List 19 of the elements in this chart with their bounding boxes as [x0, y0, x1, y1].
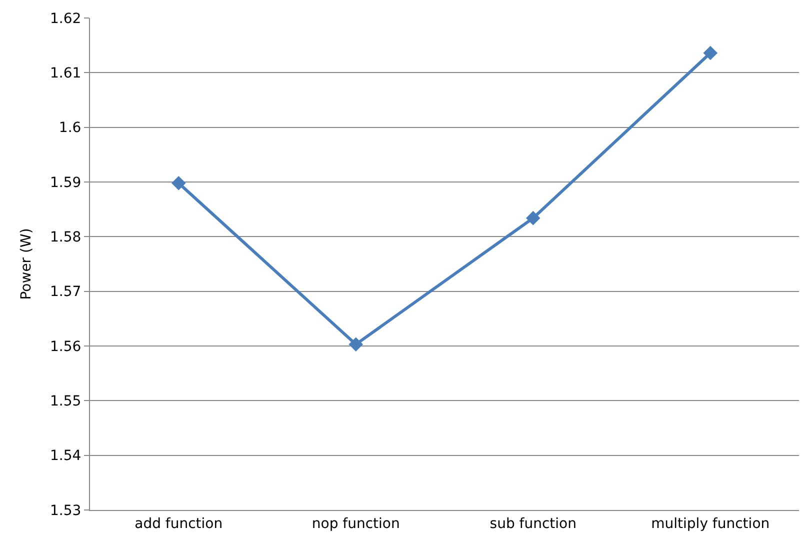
y-tick-label: 1.56: [50, 338, 82, 355]
y-tick-label: 1.6: [58, 120, 82, 136]
x-tick-label: add function: [134, 516, 223, 532]
point: [348, 337, 364, 352]
x-tick-label: nop function: [312, 516, 400, 532]
y-tick-label: 1.54: [50, 448, 82, 464]
point: [171, 176, 186, 190]
y-tick-label: 1.57: [50, 284, 82, 300]
y-tick-label: 1.53: [50, 502, 82, 519]
x-tick-label: multiply function: [651, 516, 770, 532]
y-tick-label: 1.59: [50, 174, 82, 191]
y-axis-title: Power (W): [18, 228, 35, 300]
point: [703, 46, 718, 60]
x-tick-label: sub function: [490, 516, 576, 532]
y-tick-label: 1.55: [50, 394, 82, 410]
y-tick-label: 1.62: [50, 10, 82, 27]
y-tick-label: 1.58: [50, 230, 82, 246]
point: [526, 210, 540, 226]
y-tick-label: 1.61: [50, 66, 82, 82]
